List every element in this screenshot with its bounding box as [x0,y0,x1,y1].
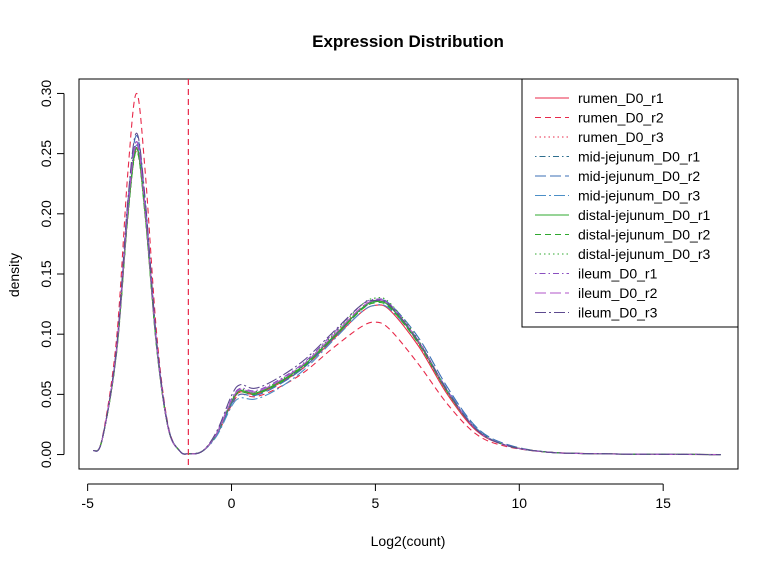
chart-title: Expression Distribution [312,32,504,51]
legend-box [521,78,739,328]
legend-label: mid-jejunum_D0_r3 [578,188,700,204]
series-lines [92,92,721,456]
y-tick-label: 0.15 [38,260,54,287]
series-line-mid-jejunum_D0_r2 [92,135,721,456]
legend-label: rumen_D0_r1 [578,90,664,106]
y-axis: 0.00 0.05 0.10 0.15 0.20 0.25 0.30 [38,80,65,468]
x-tick-label: 15 [655,495,671,511]
series-line-distal-jejunum_D0_r3 [92,147,721,456]
x-axis: -5 0 5 10 15 [81,483,671,511]
legend-label: rumen_D0_r2 [578,110,664,126]
y-tick-label: 0.30 [38,80,54,107]
legend-label: mid-jejunum_D0_r2 [578,168,700,184]
legend-label: ileum_D0_r2 [578,285,658,301]
y-axis-label: density [6,253,22,297]
legend-label: ileum_D0_r3 [578,305,658,321]
y-tick-label: 0.25 [38,140,54,167]
y-tick-label: 0.20 [38,200,54,227]
legend-label: distal-jejunum_D0_r1 [578,207,711,223]
legend-label: ileum_D0_r1 [578,266,658,282]
y-tick-label: 0.00 [38,441,54,468]
legend-label: distal-jejunum_D0_r2 [578,227,711,243]
y-tick-label: 0.10 [38,320,54,347]
x-tick-label: -5 [81,495,94,511]
legend-label: rumen_D0_r3 [578,129,664,145]
x-tick-label: 5 [372,495,380,511]
x-tick-label: 10 [512,495,528,511]
x-tick-label: 0 [228,495,236,511]
legend-label: mid-jejunum_D0_r1 [578,149,700,165]
legend: rumen_D0_r1 rumen_D0_r2 rumen_D0_r3 mid-jej… [521,78,739,328]
x-axis-label: Log2(count) [371,533,446,549]
legend-label: distal-jejunum_D0_r3 [578,246,711,262]
series-line-ileum_D0_r3 [92,132,721,456]
y-tick-label: 0.05 [38,381,54,408]
